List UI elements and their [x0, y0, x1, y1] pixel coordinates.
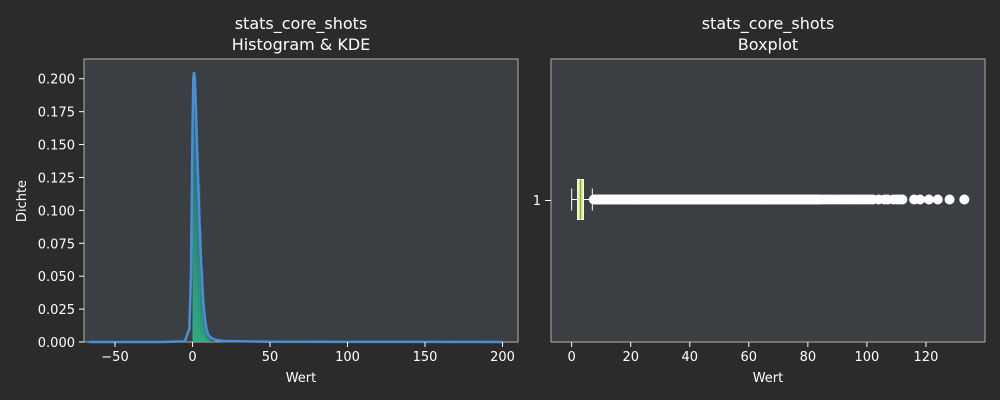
hist-ytick-label: 0.125	[38, 171, 75, 186]
box-flier-point	[897, 194, 908, 205]
box-body	[571, 179, 593, 220]
box-x-axis: 0 20 40 60 80 100 120	[568, 342, 939, 365]
hist-bar	[208, 336, 210, 342]
hist-xtick-label: 150	[413, 350, 438, 365]
hist-ytick-label: 0.050	[38, 270, 75, 285]
box-x-axis-label: Wert	[753, 371, 784, 386]
hist-ytick-label: 0.100	[38, 204, 75, 219]
box-xtick-label: 0	[568, 350, 576, 365]
hist-bar	[209, 339, 212, 342]
hist-bar	[195, 118, 198, 342]
hist-bar	[206, 332, 208, 342]
box-flier-point	[915, 194, 926, 205]
hist-plot-area	[83, 58, 519, 343]
box-xtick-label: 20	[622, 350, 639, 365]
hist-bar	[211, 340, 213, 342]
box-flier-point	[932, 194, 943, 205]
hist-bar	[198, 184, 201, 342]
box-xtick-label: 60	[741, 350, 758, 365]
box-xtick-label: 80	[800, 350, 817, 365]
box-xtick-label: 100	[854, 350, 879, 365]
hist-ytick-label: 0.150	[38, 139, 75, 154]
box-xtick-label: 120	[914, 350, 939, 365]
box-xtick-label: 40	[681, 350, 698, 365]
hist-bar	[204, 322, 207, 342]
histogram-panel: stats_core_shots Histogram & KDE −50 0 50 1…	[15, 14, 519, 386]
hist-bar	[192, 111, 195, 343]
hist-xtick-label: −50	[101, 350, 128, 365]
box-y-axis: 1	[533, 194, 551, 209]
hist-bar	[197, 151, 199, 342]
box-flier-point	[923, 194, 934, 205]
hist-ytick-label: 0.075	[38, 237, 75, 252]
hist-xtick-label: 100	[335, 350, 360, 365]
hist-ytick-label: 0.200	[38, 73, 75, 88]
box-ytick-label: 1	[533, 194, 541, 209]
hist-x-axis: −50 0 50 100 150 200	[101, 342, 515, 365]
hist-x-axis-label: Wert	[286, 371, 317, 386]
hist-title-line2: Histogram & KDE	[232, 35, 371, 54]
hist-xtick-label: 0	[188, 350, 196, 365]
box-fliers	[588, 194, 970, 205]
box-title-line2: Boxplot	[738, 35, 798, 54]
hist-ytick-label: 0.000	[38, 336, 75, 351]
box-flier-point	[944, 194, 955, 205]
hist-bar	[203, 302, 205, 342]
hist-xtick-label: 50	[262, 350, 279, 365]
hist-xtick-label: 200	[490, 350, 515, 365]
hist-title-line1: stats_core_shots	[235, 14, 368, 34]
kde-line	[88, 72, 503, 344]
boxplot-panel: stats_core_shots Boxplot 0 20 40 60 80 100 120…	[533, 14, 986, 386]
hist-y-axis: 0.000 0.025 0.050 0.075 0.100 0.125 0.150 0.175…	[38, 73, 84, 351]
hist-bar	[194, 91, 196, 342]
hist-bar	[200, 230, 202, 342]
hist-y-axis-label: Dichte	[15, 180, 30, 222]
box-title-line1: stats_core_shots	[702, 14, 835, 34]
box-flier-point	[959, 194, 970, 205]
hist-ytick-label: 0.175	[38, 106, 75, 121]
hist-ytick-label: 0.025	[38, 303, 75, 318]
